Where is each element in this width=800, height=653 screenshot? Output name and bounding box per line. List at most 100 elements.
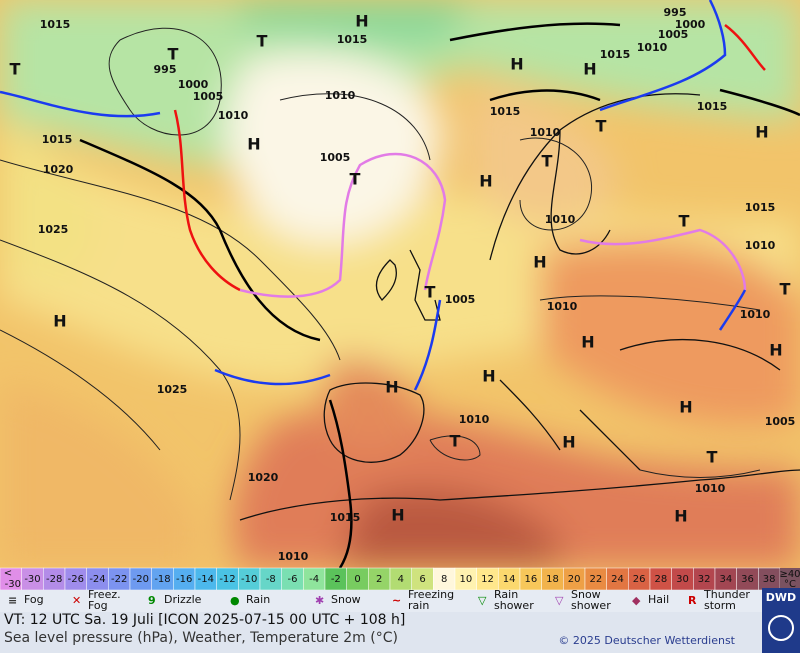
weather-legend: ≡ Fog ✕ Freez.Fog 9 Drizzle ● Rain ✱ Snow ∼ Freezin… — [0, 588, 762, 612]
isobar-label: 1025 — [157, 383, 188, 396]
legend-label: shower — [494, 599, 534, 612]
scale-below: < — [4, 568, 12, 579]
legend-label: Drizzle — [164, 593, 202, 606]
legend-label: Freez. — [88, 588, 121, 601]
isobar-label: 1015 — [40, 18, 71, 31]
isobar-labels: 1015995100010051010101510201025101010051… — [38, 6, 796, 563]
pressure-center: T — [679, 212, 690, 231]
logo-text: DWD — [766, 591, 796, 604]
scale-label: -18 — [154, 574, 170, 585]
scale-label: 6 — [419, 574, 425, 585]
pressure-center: H — [562, 433, 575, 452]
scale-unit: °C — [784, 579, 796, 590]
legend-symbol: 9 — [148, 594, 156, 607]
isobar-label: 1015 — [745, 201, 776, 214]
scale-label: -30 — [24, 574, 40, 585]
isobar-label: 1025 — [38, 223, 69, 236]
legend-symbol: ● — [230, 594, 240, 607]
isobar-label: 1010 — [740, 308, 771, 321]
scale-label: 34 — [719, 574, 732, 585]
isobar-label: 1010 — [637, 41, 668, 54]
footer: VT: 12 UTC Sa. 19 Juli [ICON 2025-07-15 … — [4, 588, 800, 653]
pressure-center: T — [450, 432, 461, 451]
legend-symbol: ≡ — [8, 594, 17, 607]
pressure-center: T — [780, 280, 791, 299]
pressure-center: H — [479, 172, 492, 191]
legend-label: storm — [704, 599, 736, 612]
scale-label: -6 — [288, 574, 298, 585]
scale-label: -16 — [176, 574, 192, 585]
scale-label: 8 — [441, 574, 447, 585]
pressure-center: T — [425, 283, 436, 302]
isobar-label: 1015 — [490, 105, 521, 118]
pressure-center: H — [355, 12, 368, 31]
legend-label: Snow — [331, 593, 361, 606]
scale-label: 22 — [589, 574, 602, 585]
isobar-label: 1005 — [658, 28, 689, 41]
pressure-center: T — [257, 32, 268, 51]
pressure-center: H — [391, 506, 404, 525]
temperature-scale: -30 -30 -28 -26 -24 -22 -20 -18 -16 -14 -12 -10 -8 -6… — [0, 567, 800, 591]
scale-label: 32 — [698, 574, 711, 585]
isobar-label: 1020 — [248, 471, 279, 484]
isobar-label: 1015 — [600, 48, 631, 61]
legend-symbol: ▽ — [478, 594, 487, 607]
isobar-label: 1005 — [320, 151, 351, 164]
pressure-center: T — [10, 60, 21, 79]
isobar-label: 1010 — [278, 550, 309, 563]
scale-above: ≥40 — [779, 569, 800, 580]
pressure-center: H — [674, 507, 687, 526]
scale-label: -4 — [309, 574, 319, 585]
isobar-label: 1005 — [445, 293, 476, 306]
isobar-label: 995 — [154, 63, 177, 76]
legend-label: rain — [408, 599, 429, 612]
scale-label: 36 — [741, 574, 754, 585]
scale-label: -26 — [68, 574, 84, 585]
isobar-label: 1015 — [697, 100, 728, 113]
description: Sea level pressure (hPa), Weather, Tempe… — [4, 630, 398, 646]
scale-label: -12 — [219, 574, 235, 585]
legend-label: Hail — [648, 593, 669, 606]
legend-label: Rain — [494, 588, 518, 601]
pressure-centers: H H H H H H H H H H H H H H H H T T T T T T T T T T T — [10, 12, 791, 526]
isobar-label: 1010 — [547, 300, 578, 313]
scale-label: 16 — [524, 574, 537, 585]
legend-symbol: ✱ — [315, 594, 324, 607]
map: 1015995100010051010101510201025101010051… — [0, 0, 800, 568]
logo-box — [762, 588, 800, 653]
scale-label: -14 — [198, 574, 214, 585]
pressure-center: T — [707, 448, 718, 467]
logo-icon — [768, 615, 794, 641]
scale-label: 20 — [568, 574, 581, 585]
isobar-label: 1010 — [459, 413, 490, 426]
pressure-center: H — [533, 253, 546, 272]
isobar-label: 1010 — [325, 89, 356, 102]
isobar-label: 1010 — [218, 109, 249, 122]
scale-label: 18 — [546, 574, 559, 585]
isobar-label: 1010 — [745, 239, 776, 252]
scale-label: -10 — [241, 574, 257, 585]
pressure-center: H — [247, 135, 260, 154]
legend-symbol: ∼ — [392, 594, 401, 607]
isobar-label: 1010 — [695, 482, 726, 495]
isobar-label: 1005 — [193, 90, 224, 103]
legend-bg — [0, 590, 762, 612]
pressure-center: H — [769, 341, 782, 360]
pressure-center: H — [583, 60, 596, 79]
scale-cell — [780, 568, 800, 590]
pressure-center: T — [168, 45, 179, 64]
isobar-label: 995 — [664, 6, 687, 19]
scale-label: -30 — [5, 579, 21, 590]
legend-label: Freezing — [408, 588, 454, 601]
scale-label: 38 — [763, 574, 776, 585]
legend-symbol: R — [688, 594, 697, 607]
scale-label: 14 — [503, 574, 516, 585]
isobar-label: 1015 — [42, 133, 73, 146]
scale-label: -22 — [111, 574, 127, 585]
pressure-center: T — [350, 170, 361, 189]
pressure-center: H — [482, 367, 495, 386]
legend-symbol: ◆ — [632, 594, 641, 607]
scale-label: -28 — [46, 574, 62, 585]
pressure-center: T — [596, 117, 607, 136]
copyright: © 2025 Deutscher Wetterdienst — [558, 634, 735, 647]
